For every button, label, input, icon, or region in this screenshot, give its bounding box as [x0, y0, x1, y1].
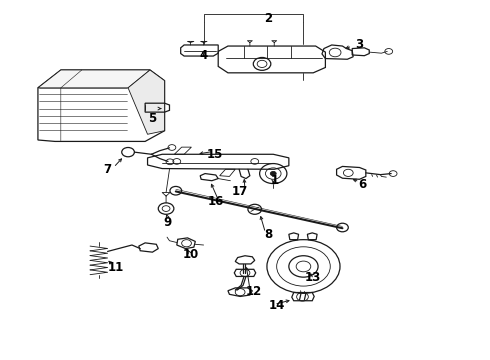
- Polygon shape: [38, 70, 150, 88]
- Text: 1: 1: [271, 174, 279, 186]
- Text: 16: 16: [208, 195, 224, 208]
- Text: 17: 17: [232, 185, 248, 198]
- Text: 15: 15: [207, 148, 223, 161]
- Text: 9: 9: [163, 216, 171, 229]
- Circle shape: [270, 171, 276, 176]
- Text: 8: 8: [264, 228, 272, 241]
- Text: 12: 12: [245, 285, 262, 298]
- Text: 3: 3: [355, 39, 364, 51]
- Text: 10: 10: [182, 248, 198, 261]
- Text: 4: 4: [199, 49, 208, 62]
- Text: 2: 2: [264, 12, 272, 25]
- Polygon shape: [128, 70, 165, 134]
- Text: 7: 7: [103, 163, 112, 176]
- Text: 14: 14: [269, 299, 285, 312]
- Text: 5: 5: [148, 112, 156, 125]
- Text: 6: 6: [358, 178, 366, 191]
- Text: 11: 11: [108, 261, 124, 274]
- Text: 13: 13: [305, 271, 321, 284]
